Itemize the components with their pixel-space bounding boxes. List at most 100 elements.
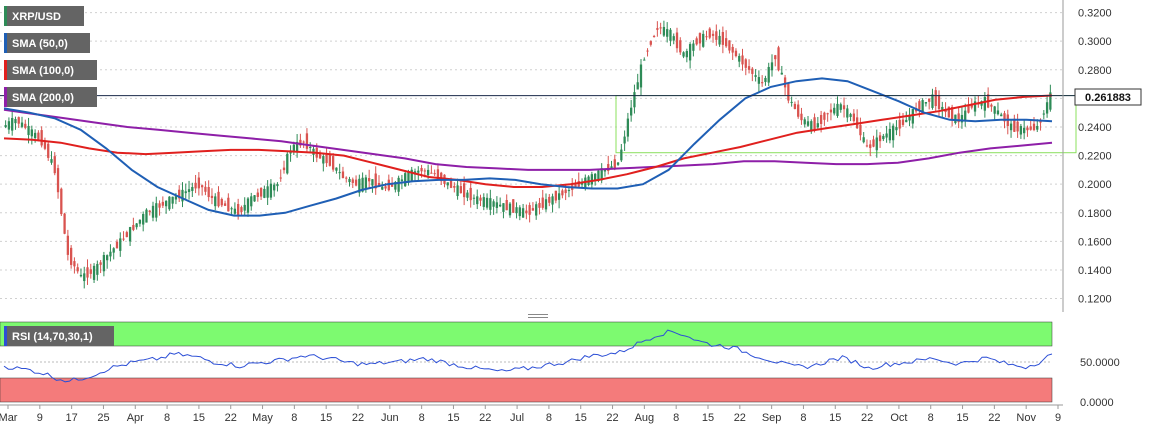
x-tick-label: 8 bbox=[928, 412, 934, 424]
candle-body bbox=[878, 135, 882, 142]
candle-body bbox=[223, 203, 227, 206]
legend-sma50[interactable]: SMA (50,0) bbox=[4, 33, 90, 53]
candle-body bbox=[518, 207, 521, 217]
rsi-pane: RSI (14,70,30,1) 50.0000 0.0000 bbox=[0, 321, 1120, 409]
candle-body bbox=[937, 94, 941, 110]
sma200-line bbox=[3, 108, 1053, 171]
y-tick-label: 0.2400 bbox=[1078, 122, 1112, 134]
candle-body bbox=[459, 186, 463, 194]
candle-body bbox=[66, 235, 70, 255]
candle-body bbox=[417, 170, 420, 173]
candle-body bbox=[508, 203, 512, 216]
candle-body bbox=[928, 98, 931, 102]
candle-body bbox=[1026, 127, 1029, 131]
candle-body bbox=[17, 117, 20, 124]
candle-body bbox=[990, 104, 993, 107]
candle-body bbox=[426, 169, 430, 176]
candle-body bbox=[76, 267, 79, 272]
candle-body bbox=[728, 40, 731, 51]
candle-body bbox=[1000, 114, 1003, 117]
candle-body bbox=[390, 183, 394, 187]
candle-body bbox=[823, 112, 826, 120]
legend-sma100[interactable]: SMA (100,0) bbox=[4, 60, 97, 80]
candle-body bbox=[276, 184, 279, 187]
legend-symbol[interactable]: XRP/USD bbox=[4, 6, 84, 26]
legend-sma200[interactable]: SMA (200,0) bbox=[4, 87, 97, 107]
candle-body bbox=[793, 103, 797, 109]
candle-body bbox=[479, 197, 482, 201]
candle-body bbox=[1009, 123, 1013, 131]
candle-body bbox=[623, 136, 626, 144]
candle-body bbox=[931, 94, 934, 108]
candle-body bbox=[662, 26, 666, 36]
candle-body bbox=[688, 44, 692, 61]
candle-body bbox=[574, 184, 577, 188]
pane-splitter[interactable] bbox=[528, 314, 548, 318]
candle-body bbox=[521, 208, 525, 218]
candle-body bbox=[679, 40, 682, 53]
candle-body bbox=[24, 123, 27, 128]
candle-body bbox=[282, 167, 286, 171]
candle-body bbox=[125, 232, 128, 238]
candle-body bbox=[73, 261, 76, 267]
x-tick-label: 9 bbox=[1055, 412, 1061, 424]
candle-body bbox=[682, 52, 685, 57]
candle-body bbox=[839, 104, 842, 110]
candle-body bbox=[924, 102, 928, 104]
candle-body bbox=[705, 36, 708, 38]
x-tick-label: 8 bbox=[291, 412, 297, 424]
y-tick-label: 0.3200 bbox=[1078, 8, 1112, 20]
candle-body bbox=[584, 177, 587, 189]
candle-body bbox=[783, 77, 787, 88]
rsi-overbought-zone bbox=[0, 321, 1053, 347]
candle-body bbox=[207, 187, 210, 198]
candle-body bbox=[86, 267, 89, 278]
candle-body bbox=[377, 182, 381, 187]
candle-body bbox=[633, 92, 636, 108]
candle-body bbox=[597, 170, 600, 181]
candle-body bbox=[279, 177, 282, 179]
candle-body bbox=[266, 186, 269, 198]
candle-body bbox=[47, 143, 50, 158]
candle-body bbox=[659, 27, 662, 29]
candle-body bbox=[299, 139, 302, 146]
candle-body bbox=[158, 203, 161, 208]
candle-body bbox=[174, 196, 178, 200]
y-tick-label: 0.2200 bbox=[1078, 151, 1112, 163]
candle-body bbox=[744, 59, 747, 68]
candle-body bbox=[178, 189, 181, 199]
rsi-oversold-zone bbox=[0, 377, 1053, 403]
legend-sma200-label: SMA (200,0) bbox=[12, 92, 74, 104]
rsi-legend[interactable]: RSI (14,70,30,1) bbox=[4, 326, 114, 346]
candle-body bbox=[888, 128, 892, 141]
candles bbox=[4, 20, 1052, 289]
candle-body bbox=[757, 77, 761, 84]
y-tick-label: 0.1400 bbox=[1078, 265, 1112, 277]
x-tick-label: Sep bbox=[762, 412, 782, 424]
x-tick-label: Aug bbox=[635, 412, 655, 424]
candle-body bbox=[302, 141, 305, 143]
candle-body bbox=[227, 197, 230, 212]
candle-body bbox=[53, 156, 56, 174]
candle-body bbox=[181, 189, 184, 202]
candle-body bbox=[764, 77, 767, 82]
candle-body bbox=[351, 179, 354, 183]
x-tick-label: Jul bbox=[510, 412, 524, 424]
candle-body bbox=[423, 170, 426, 172]
candle-body bbox=[433, 173, 436, 175]
candle-body bbox=[675, 32, 679, 49]
candle-body bbox=[761, 82, 764, 84]
candle-body bbox=[643, 59, 646, 61]
candle-body bbox=[295, 141, 299, 153]
candle-body bbox=[724, 38, 728, 47]
y-tick-label: 0.1200 bbox=[1078, 294, 1112, 306]
candle-body bbox=[551, 196, 554, 205]
candle-body bbox=[865, 145, 869, 147]
candle-body bbox=[525, 210, 528, 214]
x-tick-label: Oct bbox=[890, 412, 907, 424]
candle-body bbox=[489, 198, 492, 210]
candle-body bbox=[603, 169, 607, 172]
candle-body bbox=[462, 183, 466, 198]
candle-body bbox=[430, 172, 433, 174]
candle-body bbox=[499, 204, 502, 207]
